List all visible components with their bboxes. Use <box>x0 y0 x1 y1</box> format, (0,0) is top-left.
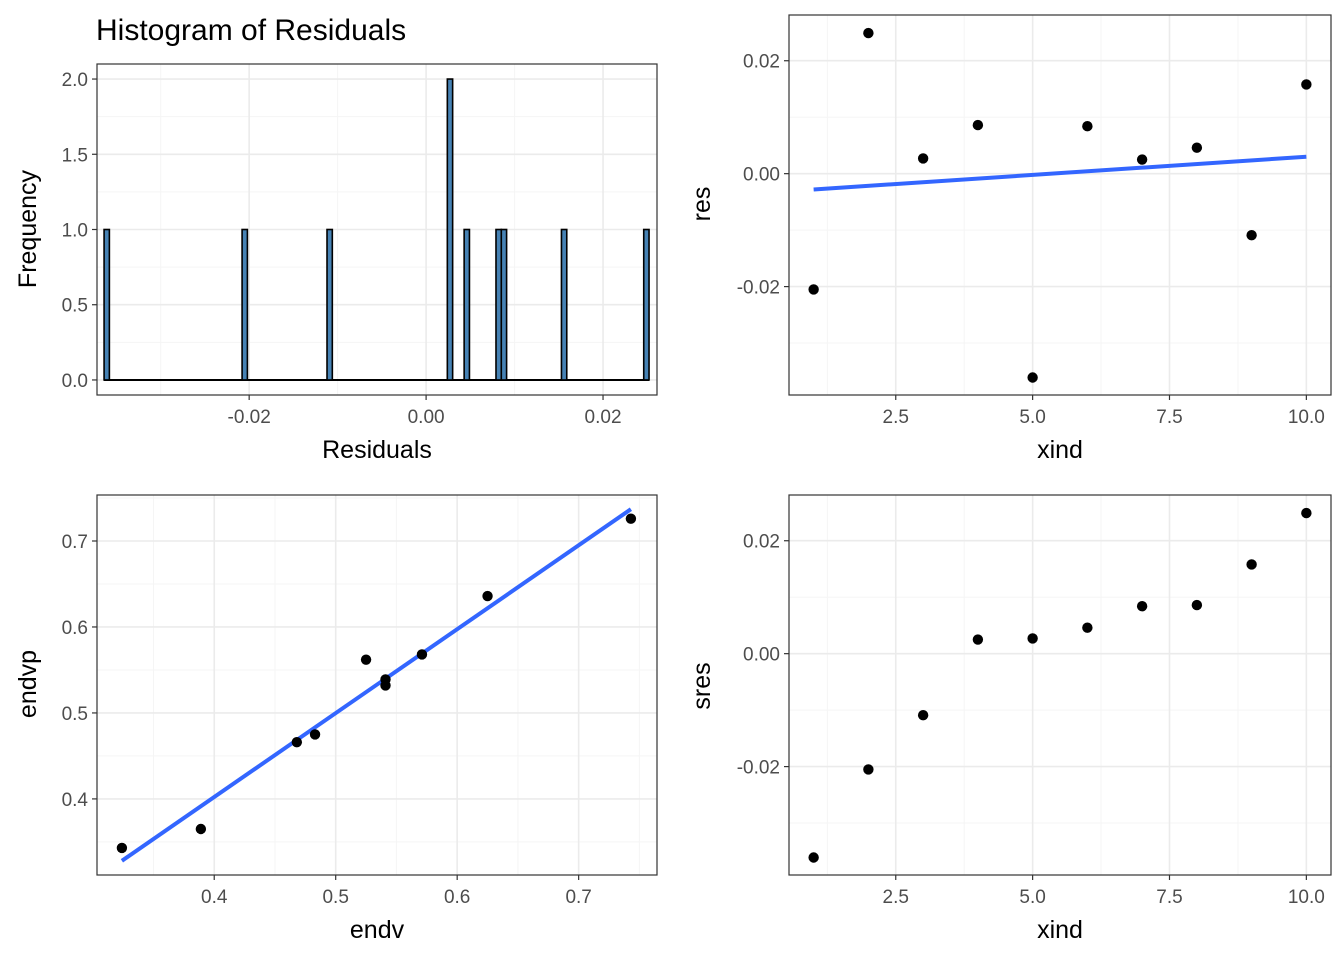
sres-ticks: 2.5 5.0 7.5 10.0 -0.02 0.00 0.02 <box>737 532 1325 908</box>
data-point <box>1301 507 1312 519</box>
endv-points <box>116 507 637 863</box>
endv-x-axis-title: endv <box>350 916 405 944</box>
data-point <box>1191 599 1203 611</box>
data-point <box>972 119 984 131</box>
y-tick-label: 0.0 <box>62 371 88 392</box>
histogram-bar <box>642 228 650 381</box>
histogram-bar <box>446 78 454 381</box>
histogram-bars <box>103 78 650 381</box>
histogram-bar <box>463 228 471 381</box>
histogram-bar <box>103 228 111 381</box>
res-panel-border <box>788 14 1332 396</box>
data-point <box>1027 372 1038 383</box>
res-points <box>808 27 1312 383</box>
sres-panel-border <box>788 494 1332 876</box>
data-point <box>291 736 303 748</box>
y-tick-label: 0.5 <box>62 296 88 317</box>
x-tick-label: 0.7 <box>565 887 591 908</box>
histogram-panel: Histogram of Residuals -0.02 0.00 0.02 0.0 0… <box>14 14 658 464</box>
x-tick-label: 5.0 <box>1019 407 1045 428</box>
data-point <box>1136 154 1148 165</box>
res-y-axis-title: res <box>688 187 716 222</box>
x-tick-label: 0.5 <box>322 887 348 908</box>
data-point <box>1082 622 1093 633</box>
data-point <box>416 649 428 660</box>
histogram-bar <box>500 228 508 381</box>
data-point <box>1301 79 1312 90</box>
y-tick-label: 0.00 <box>743 645 780 666</box>
histogram-y-axis-title: Frequency <box>14 169 42 288</box>
y-tick-label: 0.6 <box>62 618 88 639</box>
x-tick-label: 7.5 <box>1156 407 1182 428</box>
x-tick-label: 10.0 <box>1288 887 1325 908</box>
data-point <box>1082 121 1093 132</box>
data-point <box>116 842 128 854</box>
y-tick-label: 1.0 <box>62 221 88 242</box>
x-tick-label: 2.5 <box>883 887 909 908</box>
data-point <box>972 634 984 645</box>
fit-line <box>120 507 633 863</box>
endv-grid <box>97 495 657 875</box>
data-point <box>482 590 493 602</box>
endv-y-axis-title: endvp <box>14 650 42 718</box>
y-tick-label: 0.02 <box>743 52 780 73</box>
data-point <box>1246 230 1257 241</box>
data-point <box>380 680 391 691</box>
data-point <box>917 153 929 164</box>
y-tick-label: -0.02 <box>737 278 780 299</box>
data-point <box>808 284 819 295</box>
x-tick-label: 0.4 <box>201 887 228 908</box>
sres-grid <box>789 495 1331 875</box>
sres-y-axis-title: sres <box>688 662 716 709</box>
x-tick-label: 7.5 <box>1156 887 1182 908</box>
x-tick-label: 2.5 <box>883 407 909 428</box>
data-point <box>1246 559 1257 570</box>
data-point <box>808 852 819 863</box>
sorted-residuals-vs-xind-panel: 2.5 5.0 7.5 10.0 -0.02 0.00 0.02 xind sres <box>688 494 1332 944</box>
histogram-title: Histogram of Residuals <box>96 14 406 47</box>
endv-panel-border <box>96 494 658 876</box>
histogram-bar <box>326 228 334 381</box>
histogram-x-axis-title: Residuals <box>322 436 432 464</box>
y-tick-label: 1.5 <box>62 145 88 166</box>
data-point <box>1191 142 1203 153</box>
fit-line <box>813 154 1307 192</box>
data-point <box>1136 601 1148 612</box>
data-point <box>917 710 929 721</box>
y-tick-label: 0.00 <box>743 165 780 186</box>
x-tick-label: -0.02 <box>228 407 271 428</box>
y-tick-label: 0.02 <box>743 532 780 553</box>
data-point <box>195 823 207 835</box>
y-tick-label: 0.5 <box>62 704 88 725</box>
residuals-vs-xind-panel: 2.5 5.0 7.5 10.0 -0.02 0.00 0.02 xind res <box>688 14 1332 464</box>
histogram-bar <box>241 228 249 381</box>
x-tick-label: 10.0 <box>1288 407 1325 428</box>
data-point <box>863 764 874 775</box>
x-tick-label: 0.00 <box>408 407 445 428</box>
y-tick-label: -0.02 <box>737 758 780 779</box>
histogram-ticks: -0.02 0.00 0.02 0.0 0.5 1.0 1.5 2.0 <box>62 70 622 428</box>
sres-points <box>808 507 1312 863</box>
x-tick-label: 5.0 <box>1019 887 1045 908</box>
y-tick-label: 0.4 <box>62 790 89 811</box>
data-point <box>1027 633 1038 644</box>
data-point <box>309 729 321 740</box>
res-x-axis-title: xind <box>1037 436 1083 464</box>
x-tick-label: 0.6 <box>444 887 470 908</box>
endvp-vs-endv-panel: 0.4 0.5 0.6 0.7 0.4 0.5 0.6 0.7 endv endvp <box>14 494 658 944</box>
x-tick-label: 0.02 <box>585 407 622 428</box>
data-point <box>625 513 637 524</box>
data-point <box>863 27 874 39</box>
y-tick-label: 0.7 <box>62 532 88 553</box>
histogram-bar <box>560 228 568 381</box>
sres-x-axis-title: xind <box>1037 916 1083 944</box>
y-tick-label: 2.0 <box>62 70 88 91</box>
data-point <box>360 654 372 665</box>
res-grid <box>789 15 1331 395</box>
endv-ticks: 0.4 0.5 0.6 0.7 0.4 0.5 0.6 0.7 <box>62 532 592 908</box>
res-ticks: 2.5 5.0 7.5 10.0 -0.02 0.00 0.02 <box>737 52 1325 428</box>
